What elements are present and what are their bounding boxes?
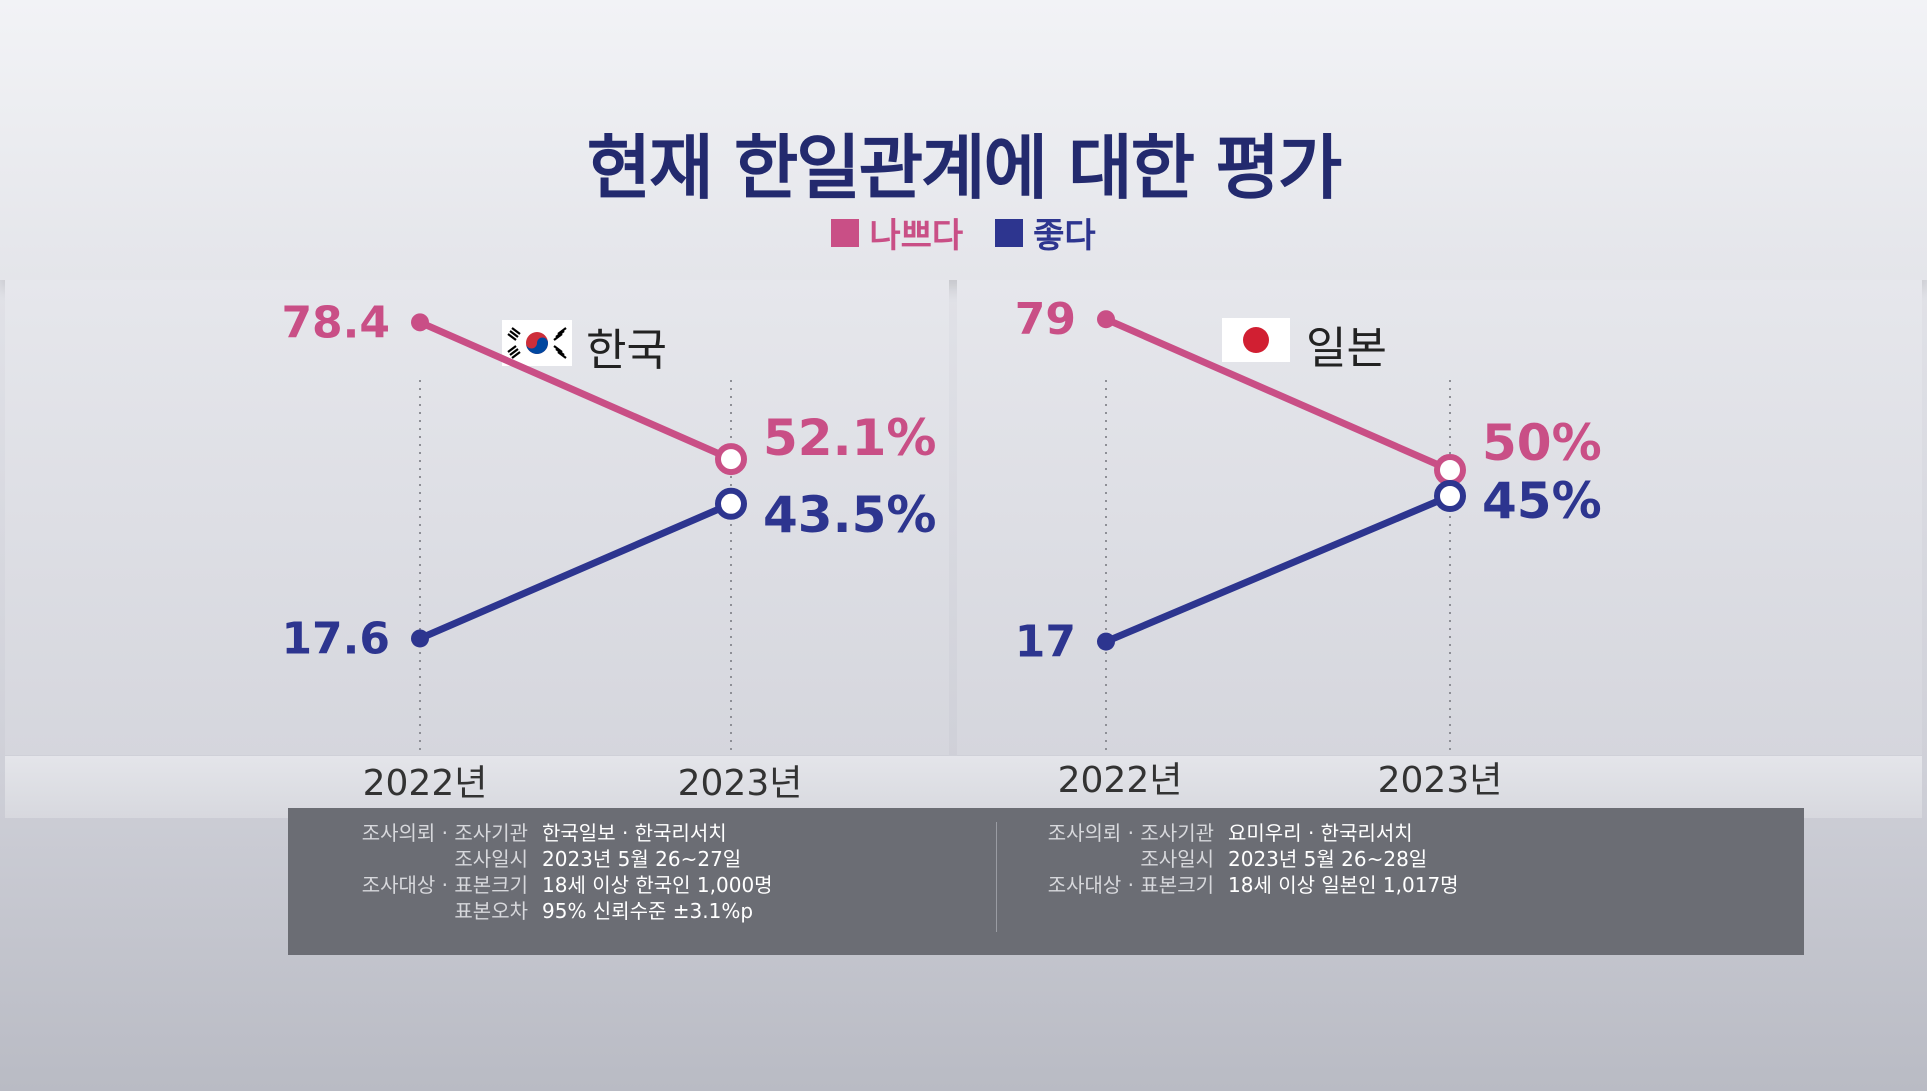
japan-panel	[957, 280, 1922, 755]
data-label: 17.6	[281, 613, 390, 664]
legend-swatch-good	[995, 218, 1024, 247]
japan-flag-icon	[1222, 318, 1290, 362]
japan-panel-title: 일본	[1306, 323, 1387, 374]
x-tick-label: 2023년	[678, 763, 803, 804]
series-line-good	[1102, 492, 1454, 646]
chart-title: 현재 한일관계에 대한 평가	[586, 127, 1343, 209]
legend: 나쁘다 좋다	[0, 208, 1927, 257]
survey-info-box: 조사의뢰 · 조사기관 한국일보 · 한국리서치 조사일시 2023년 5월 26~…	[288, 808, 1804, 955]
info-row: 조사일시 2023년 5월 26~27일	[288, 846, 773, 872]
korea-panel-title: 한국	[586, 325, 667, 376]
korea-flag-icon	[502, 320, 572, 366]
x-tick-label: 2022년	[363, 763, 488, 804]
series-line-bad	[416, 318, 735, 463]
info-row: 조사의뢰 · 조사기관 한국일보 · 한국리서치	[288, 820, 773, 846]
data-label: 79	[1015, 294, 1076, 345]
info-key: 표본오차	[454, 899, 528, 923]
legend-swatch-bad	[831, 218, 860, 247]
info-row: 조사대상 · 표본크기 18세 이상 일본인 1,017명	[948, 872, 1459, 898]
data-point	[411, 313, 429, 332]
x-tick-label: 2023년	[1378, 760, 1503, 801]
info-value: 18세 이상 한국인 1,000명	[542, 873, 773, 897]
x-tick-label: 2022년	[1058, 760, 1183, 801]
data-label: 43.5%	[763, 486, 936, 544]
info-key: 조사의뢰 · 조사기관	[361, 821, 528, 845]
x-axis-band	[5, 756, 1922, 818]
data-point	[411, 629, 429, 648]
data-point	[1434, 454, 1466, 486]
data-point	[715, 443, 747, 476]
series-line-bad	[1102, 315, 1454, 474]
legend-label-good: 좋다	[1033, 216, 1096, 256]
info-row: 조사일시 2023년 5월 26~28일	[948, 846, 1459, 872]
series-line-good	[416, 500, 735, 642]
data-label: 52.1%	[763, 409, 936, 467]
data-point	[715, 487, 747, 520]
data-label: 78.4	[281, 297, 390, 348]
legend-label-bad: 나쁘다	[869, 216, 964, 256]
info-value: 95% 신뢰수준 ±3.1%p	[542, 899, 754, 923]
data-point	[1097, 310, 1115, 329]
korea-panel	[5, 280, 949, 755]
info-value: 한국일보 · 한국리서치	[542, 821, 727, 845]
info-row: 표본오차 95% 신뢰수준 ±3.1%p	[288, 898, 773, 924]
info-value: 2023년 5월 26~28일	[1228, 847, 1428, 871]
survey-info-japan: 조사의뢰 · 조사기관 요미우리 · 한국리서치 조사일시 2023년 5월 26~…	[948, 820, 1459, 898]
info-value: 요미우리 · 한국리서치	[1228, 821, 1413, 845]
data-label: 17	[1015, 617, 1076, 668]
info-value: 18세 이상 일본인 1,017명	[1228, 873, 1459, 897]
info-key: 조사의뢰 · 조사기관	[1047, 821, 1214, 845]
survey-info-korea: 조사의뢰 · 조사기관 한국일보 · 한국리서치 조사일시 2023년 5월 26~…	[288, 820, 773, 924]
info-divider	[996, 822, 997, 932]
info-row: 조사의뢰 · 조사기관 요미우리 · 한국리서치	[948, 820, 1459, 846]
info-key: 조사일시	[454, 847, 528, 871]
data-label: 45%	[1482, 472, 1602, 530]
info-key: 조사대상 · 표본크기	[1047, 873, 1214, 897]
data-point	[1097, 632, 1115, 651]
data-point	[1434, 480, 1466, 512]
info-key: 조사일시	[1140, 847, 1214, 871]
info-key: 조사대상 · 표본크기	[361, 873, 528, 897]
data-label: 50%	[1482, 414, 1602, 472]
header-band	[0, 0, 1927, 280]
info-value: 2023년 5월 26~27일	[542, 847, 742, 871]
info-row: 조사대상 · 표본크기 18세 이상 한국인 1,000명	[288, 872, 773, 898]
legend-item-good: 좋다	[995, 208, 1096, 257]
legend-item-bad: 나쁘다	[831, 208, 963, 257]
